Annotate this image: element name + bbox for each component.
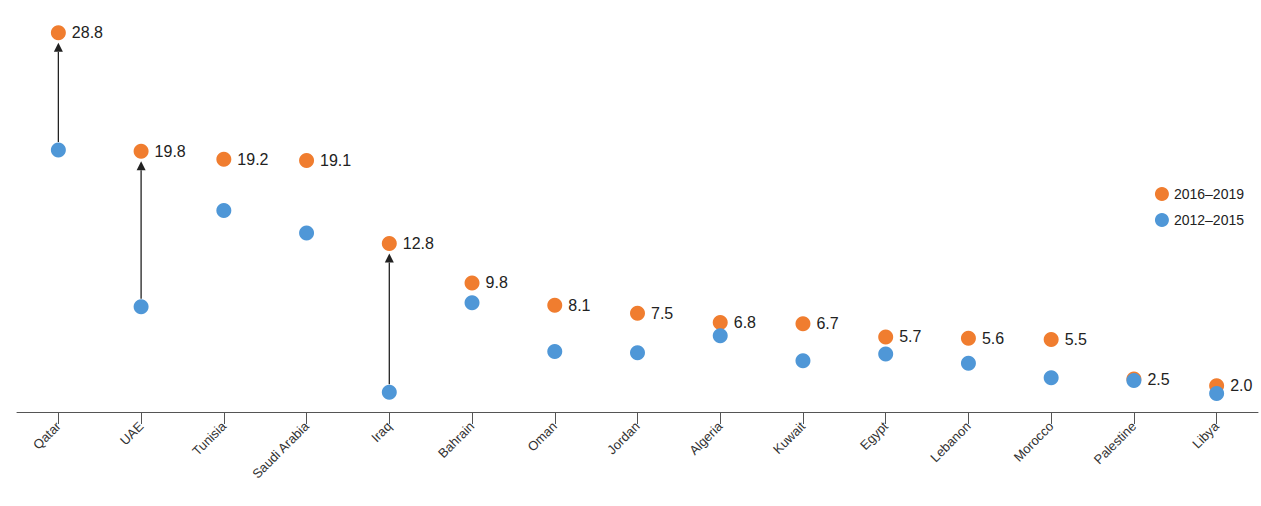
svg-text:9.8: 9.8 bbox=[486, 274, 508, 291]
svg-text:Egypt: Egypt bbox=[857, 418, 891, 452]
svg-text:19.2: 19.2 bbox=[237, 151, 268, 168]
svg-text:Saudi Arabia: Saudi Arabia bbox=[249, 418, 312, 481]
svg-text:2012–2015: 2012–2015 bbox=[1174, 212, 1244, 228]
svg-text:Oman: Oman bbox=[524, 419, 560, 455]
svg-text:19.1: 19.1 bbox=[320, 152, 351, 169]
svg-text:19.8: 19.8 bbox=[155, 143, 186, 160]
svg-text:Bahrain: Bahrain bbox=[435, 419, 477, 461]
svg-text:Tunisia: Tunisia bbox=[189, 418, 229, 458]
svg-text:6.7: 6.7 bbox=[816, 315, 838, 332]
svg-text:UAE: UAE bbox=[117, 418, 147, 448]
svg-text:6.8: 6.8 bbox=[734, 314, 756, 331]
svg-text:Algeria: Algeria bbox=[686, 418, 726, 458]
svg-text:2.5: 2.5 bbox=[1147, 371, 1169, 388]
svg-text:2016–2019: 2016–2019 bbox=[1174, 186, 1244, 202]
svg-text:2.0: 2.0 bbox=[1230, 377, 1252, 394]
svg-text:Lebanon: Lebanon bbox=[927, 419, 973, 465]
svg-text:7.5: 7.5 bbox=[651, 305, 673, 322]
svg-text:Morocco: Morocco bbox=[1011, 419, 1057, 465]
svg-text:8.1: 8.1 bbox=[568, 297, 590, 314]
svg-text:Kuwait: Kuwait bbox=[770, 418, 808, 456]
svg-text:5.7: 5.7 bbox=[899, 328, 921, 345]
svg-text:Jordan: Jordan bbox=[604, 419, 643, 458]
svg-text:Iraq: Iraq bbox=[368, 419, 394, 445]
svg-text:12.8: 12.8 bbox=[403, 235, 434, 252]
svg-text:28.8: 28.8 bbox=[72, 24, 103, 41]
svg-text:Libya: Libya bbox=[1189, 418, 1222, 451]
svg-text:5.5: 5.5 bbox=[1065, 331, 1087, 348]
svg-text:5.6: 5.6 bbox=[982, 330, 1004, 347]
svg-text:Palestine: Palestine bbox=[1091, 419, 1139, 467]
svg-text:Qatar: Qatar bbox=[30, 418, 64, 452]
